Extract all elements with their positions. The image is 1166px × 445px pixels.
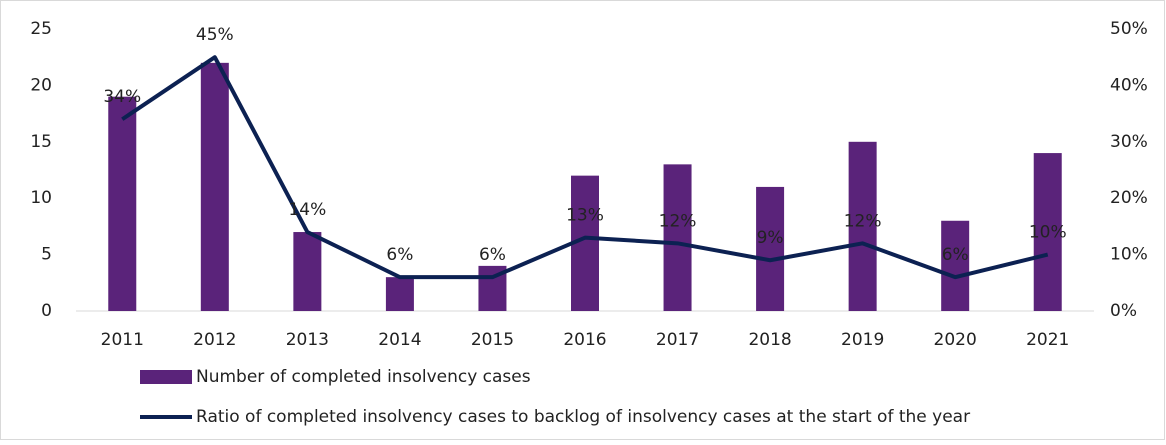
- x-tick-label: 2015: [471, 330, 514, 350]
- legend-label: Ratio of completed insolvency cases to b…: [196, 407, 970, 427]
- data-label: 12%: [659, 211, 697, 231]
- data-label: 6%: [386, 245, 413, 265]
- data-label: 6%: [942, 245, 969, 265]
- x-tick-label: 2014: [378, 330, 421, 350]
- bar: [108, 96, 137, 312]
- y2-tick-label: 30%: [1110, 132, 1148, 152]
- legend-swatch: [140, 370, 192, 384]
- data-label: 6%: [479, 245, 506, 265]
- bar: [385, 277, 414, 311]
- data-label: 9%: [757, 228, 784, 248]
- data-label: 10%: [1029, 223, 1067, 243]
- y2-tick-label: 0%: [1110, 301, 1137, 321]
- x-tick-label: 2011: [101, 330, 144, 350]
- x-tick-label: 2020: [934, 330, 977, 350]
- y-tick-label: 15: [30, 132, 52, 152]
- bar: [1033, 153, 1062, 311]
- bar: [293, 232, 322, 311]
- y2-tick-label: 50%: [1110, 19, 1148, 39]
- legend-label: Number of completed insolvency cases: [196, 367, 531, 387]
- data-label: 12%: [844, 211, 882, 231]
- bar: [848, 141, 877, 311]
- x-tick-label: 2021: [1026, 330, 1069, 350]
- x-tick-label: 2016: [563, 330, 606, 350]
- y2-tick-label: 40%: [1110, 75, 1148, 95]
- x-tick-label: 2018: [748, 330, 791, 350]
- data-label: 45%: [196, 25, 234, 45]
- y2-tick-label: 20%: [1110, 188, 1148, 208]
- x-tick-label: 2013: [286, 330, 329, 350]
- y-tick-label: 20: [30, 75, 52, 95]
- bar: [756, 186, 785, 311]
- y-tick-label: 0: [41, 301, 52, 321]
- bar: [200, 62, 229, 312]
- y-tick-label: 5: [41, 245, 52, 265]
- data-label: 14%: [288, 200, 326, 220]
- data-label: 13%: [566, 206, 604, 226]
- y2-tick-label: 10%: [1110, 245, 1148, 265]
- y-tick-label: 10: [30, 188, 52, 208]
- data-label: 34%: [103, 87, 141, 107]
- x-tick-label: 2019: [841, 330, 884, 350]
- x-tick-label: 2017: [656, 330, 699, 350]
- bar: [663, 164, 692, 311]
- y-tick-label: 25: [30, 19, 52, 39]
- x-tick-label: 2012: [193, 330, 236, 350]
- line: [121, 55, 1049, 280]
- bar: [941, 220, 970, 311]
